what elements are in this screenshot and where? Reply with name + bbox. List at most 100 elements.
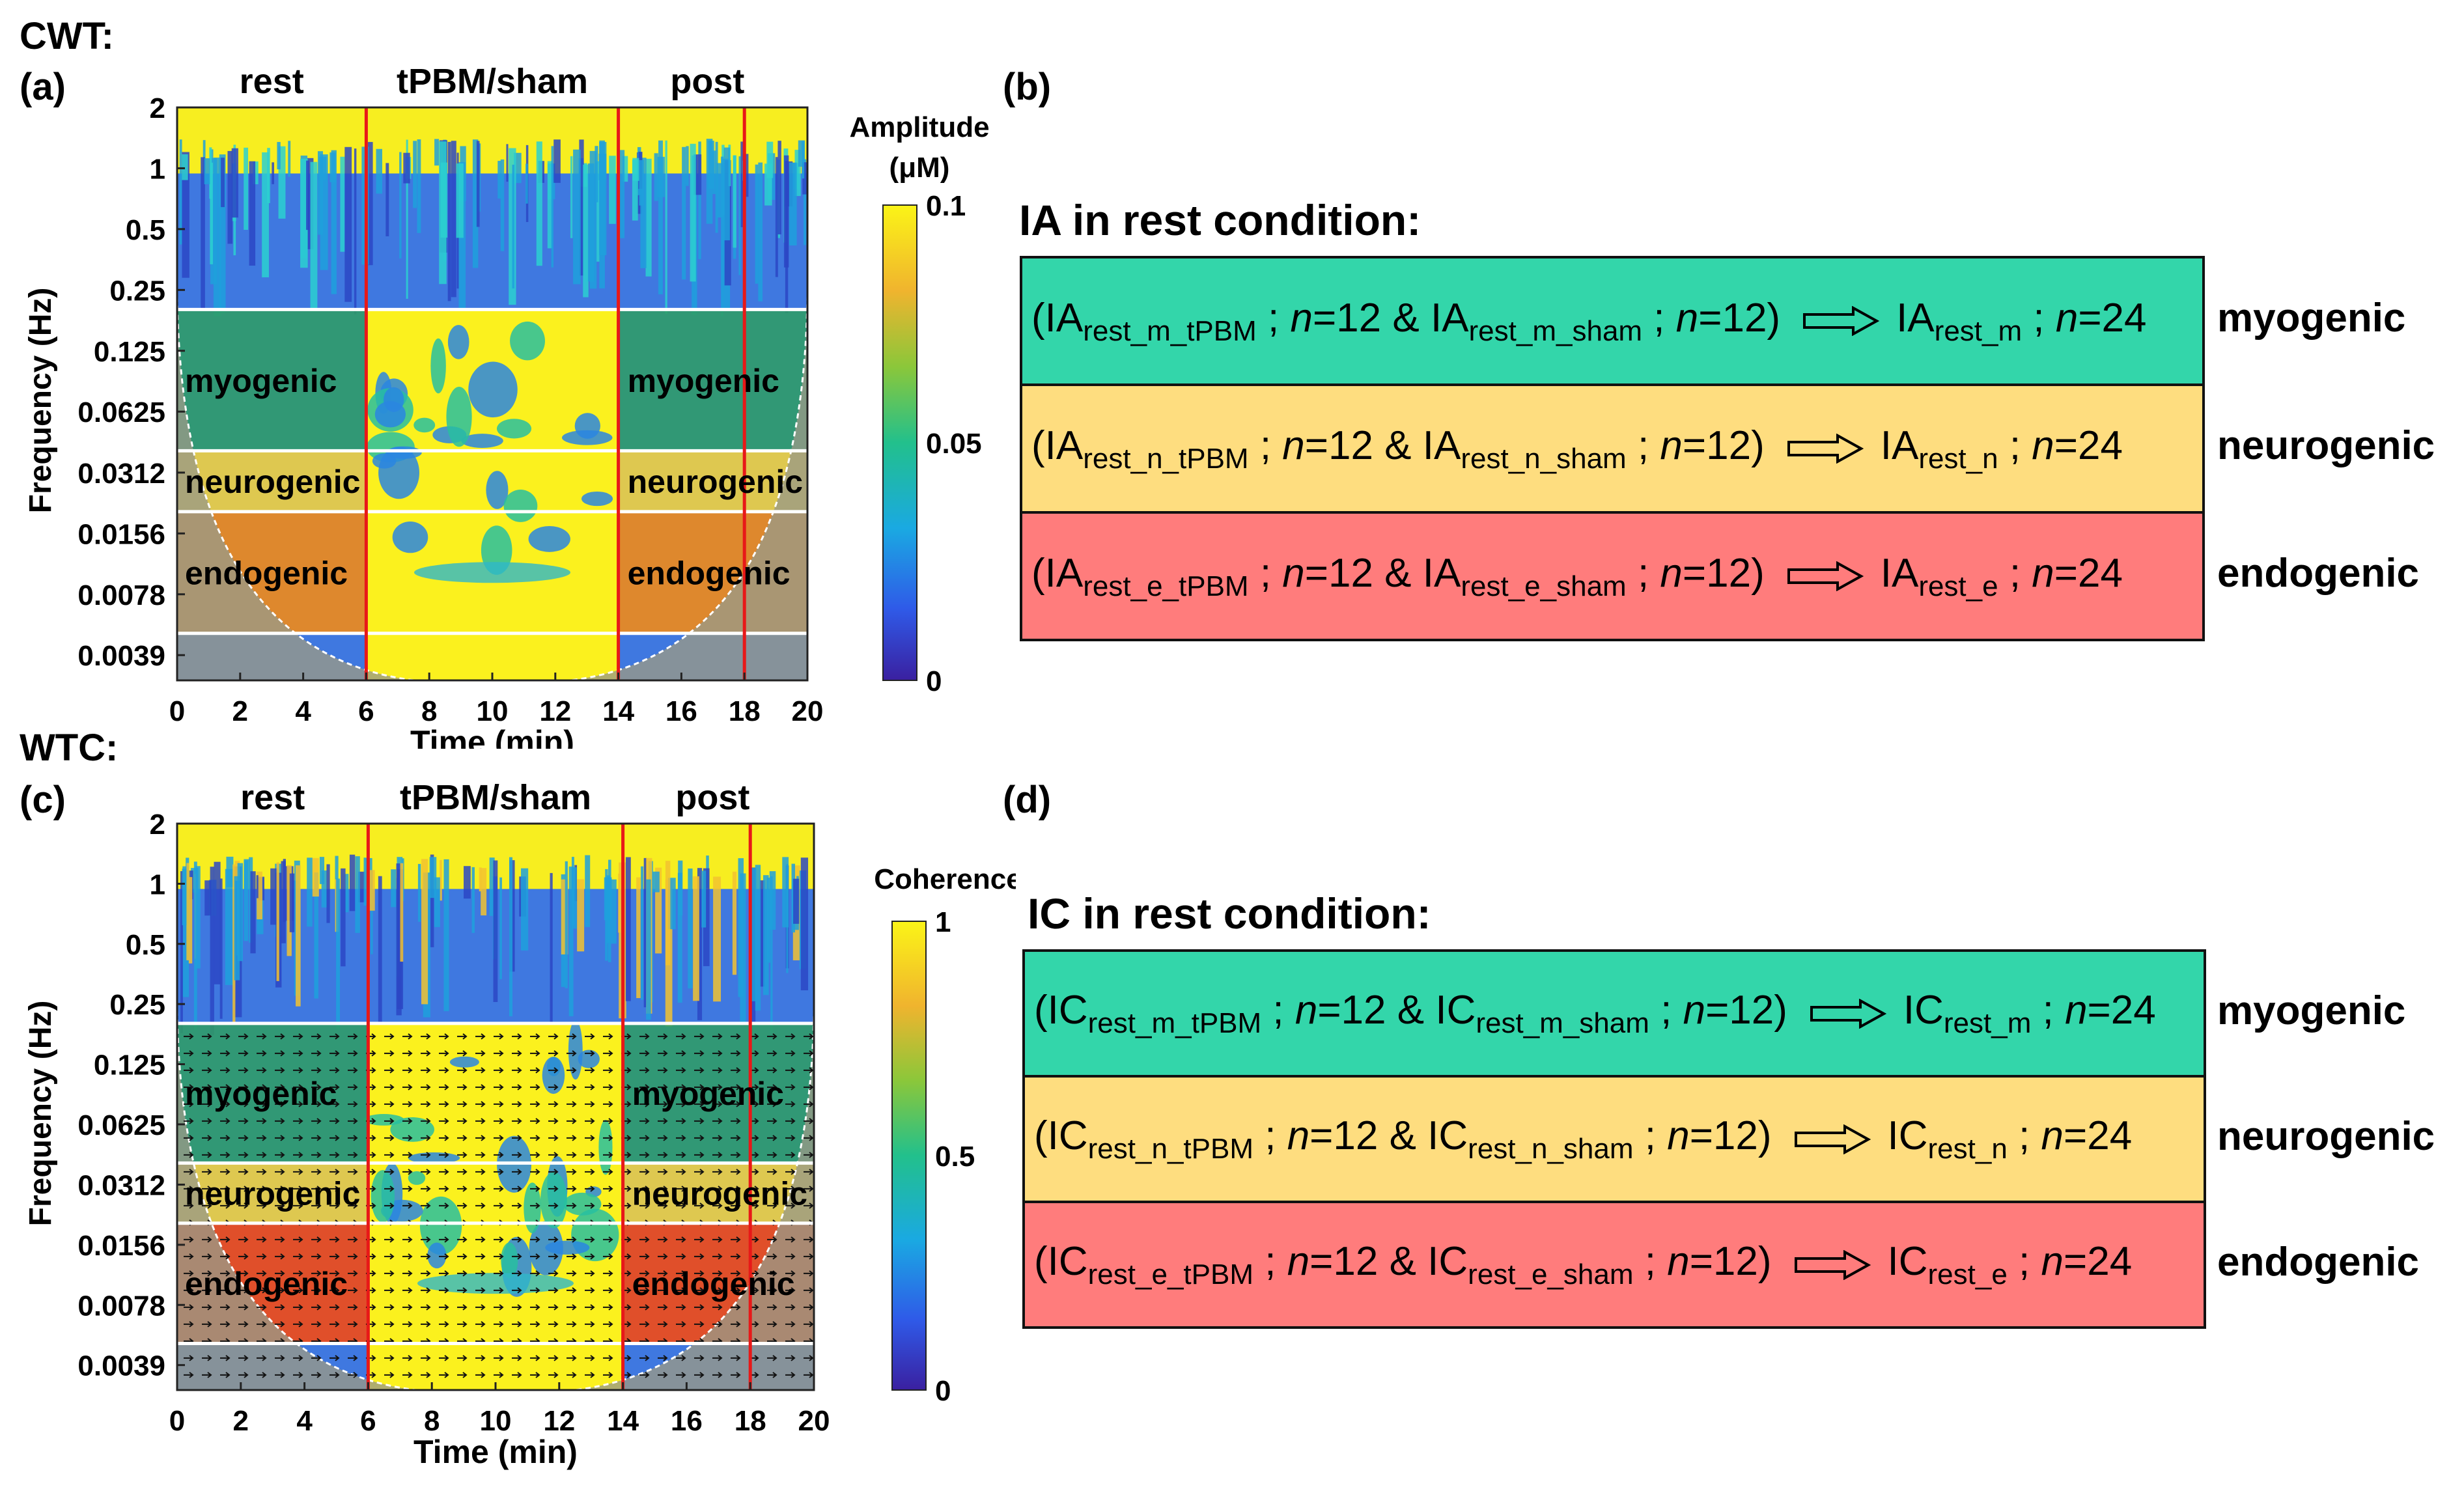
phase-arrow — [785, 1118, 796, 1124]
phase-arrow — [585, 1355, 595, 1361]
phase-arrow — [567, 1321, 577, 1328]
phase-arrow — [475, 1084, 486, 1091]
phase-arrow — [731, 1203, 741, 1209]
blob — [461, 434, 503, 448]
x-tick-label: 2 — [232, 695, 248, 727]
phase-arrow — [475, 1169, 486, 1175]
phase-arrow — [676, 1135, 686, 1141]
phase-arrow — [639, 1287, 650, 1294]
phase-arrow — [457, 1270, 468, 1277]
band-label-rest: endogenic — [185, 555, 348, 591]
blob — [496, 419, 532, 439]
phase-arrow — [530, 1101, 540, 1107]
texture-stripe — [766, 141, 774, 178]
row-result: ICrest_n ; n=24 — [1887, 1113, 2133, 1165]
phase-arrow — [603, 1236, 613, 1243]
phase-arrow — [202, 1372, 212, 1378]
phase-arrow — [184, 1101, 194, 1107]
texture-stripe — [430, 854, 434, 947]
texture-stripe — [227, 150, 233, 244]
phase-arrow — [475, 1287, 486, 1294]
phase-arrow — [694, 1355, 705, 1361]
texture-stripe — [654, 153, 658, 201]
phase-arrow — [785, 1169, 796, 1175]
phase-arrow — [658, 1033, 668, 1040]
phase-arrow — [220, 1186, 231, 1192]
phase-arrow — [694, 1067, 705, 1074]
texture-stripe — [712, 150, 716, 194]
phase-arrow — [567, 1236, 577, 1243]
phase-arrow — [731, 1186, 741, 1192]
phase-arrow — [548, 1135, 559, 1141]
phase-arrow — [603, 1372, 613, 1378]
phase-arrow — [238, 1253, 249, 1260]
phase-arrow — [804, 1152, 814, 1158]
phase-arrow — [257, 1287, 267, 1294]
phase-arrow — [494, 1372, 504, 1378]
phase-arrow — [457, 1203, 468, 1209]
phase-arrow — [494, 1033, 504, 1040]
phase-arrow — [712, 1270, 723, 1277]
phase-arrow — [804, 1101, 814, 1107]
phase-arrow — [548, 1118, 559, 1124]
phase-arrow — [402, 1101, 413, 1107]
texture-stripe — [341, 868, 346, 967]
texture-stripe — [758, 162, 763, 301]
phase-arrow — [785, 1321, 796, 1328]
x-tick-label: 4 — [295, 695, 311, 727]
phase-arrow — [804, 1169, 814, 1175]
phase-arrow — [785, 1253, 796, 1260]
x-tick-label: 20 — [792, 695, 824, 727]
phase-arrow — [585, 1236, 595, 1243]
phase-arrow — [785, 1084, 796, 1091]
phase-arrow — [257, 1304, 267, 1311]
texture-stripe — [358, 871, 365, 902]
phase-arrow — [238, 1118, 249, 1124]
texture-stripe — [751, 868, 757, 1001]
phase-arrow — [202, 1084, 212, 1091]
phase-arrow — [712, 1033, 723, 1040]
blob — [578, 1050, 600, 1068]
phase-arrow — [293, 1186, 303, 1192]
band-label-rest: myogenic — [185, 1076, 337, 1112]
phase-arrow — [311, 1355, 322, 1361]
phase-arrow — [238, 1304, 249, 1311]
texture-stripe — [769, 871, 776, 930]
phase-arrow — [512, 1304, 522, 1311]
texture-stripe — [345, 874, 349, 913]
colorbar-tick-label: 0.05 — [926, 428, 982, 460]
table-row-endogenic: (ICrest_e_tPBM ; n=12 & ICrest_e_sham ; … — [1022, 1201, 2206, 1329]
phase-arrow — [639, 1169, 650, 1175]
texture-stripe — [777, 141, 781, 234]
phase-arrow — [402, 1186, 413, 1192]
phase-arrow — [494, 1135, 504, 1141]
phase-arrow — [767, 1372, 777, 1378]
phase-arrow — [329, 1372, 340, 1378]
band-label-post: endogenic — [632, 1266, 795, 1302]
wtc-coherence-chart: myogenic myogenic neurogenic neurogenic endo… — [23, 778, 1016, 1470]
phase-arrow — [348, 1118, 358, 1124]
phase-arrow — [439, 1372, 449, 1378]
phase-arrow — [475, 1321, 486, 1328]
phase-arrow — [311, 1253, 322, 1260]
phase-arrow — [494, 1118, 504, 1124]
phase-arrow — [439, 1304, 449, 1311]
texture-stripe — [500, 159, 505, 251]
texture-stripe — [639, 160, 644, 206]
texture-stripe — [403, 152, 410, 184]
phase-arrow — [348, 1050, 358, 1057]
band-label-endogenic: endogenic — [2217, 1239, 2420, 1285]
texture-stripe — [232, 864, 236, 1025]
texture-stripe — [253, 161, 259, 184]
phase-arrow — [202, 1118, 212, 1124]
phase-arrow — [548, 1270, 559, 1277]
texture-stripe — [759, 880, 765, 987]
phase-arrow — [184, 1321, 194, 1328]
row-result: ICrest_e ; n=24 — [1887, 1239, 2133, 1290]
texture-stripe — [793, 878, 800, 924]
texture-stripe — [640, 158, 647, 268]
phase-arrow — [694, 1050, 705, 1057]
phase-arrow — [348, 1253, 358, 1260]
texture-stripe — [785, 160, 789, 314]
phase-arrow — [293, 1355, 303, 1361]
